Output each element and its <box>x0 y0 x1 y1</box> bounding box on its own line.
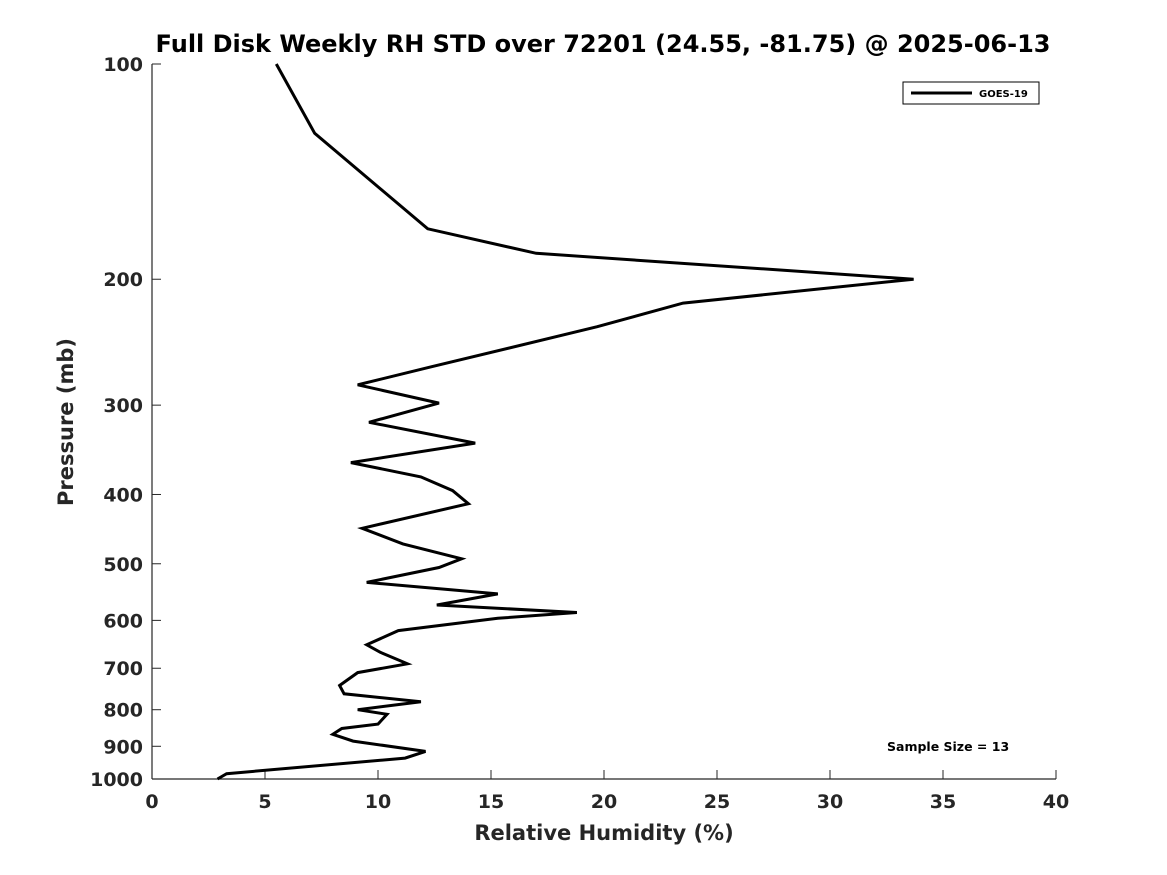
y-tick-label: 700 <box>103 658 143 680</box>
x-tick-label: 40 <box>1043 791 1069 813</box>
y-tick-label: 400 <box>103 484 143 506</box>
y-tick-label: 900 <box>103 736 143 758</box>
x-tick-label: 15 <box>478 791 504 813</box>
y-tick-label: 300 <box>103 395 143 417</box>
y-tick-label: 500 <box>103 554 143 576</box>
y-tick-label: 200 <box>103 269 143 291</box>
y-tick-label: 1000 <box>90 769 143 791</box>
x-tick-label: 35 <box>930 791 956 813</box>
x-tick-label: 30 <box>817 791 843 813</box>
sample-size-annotation: Sample Size = 13 <box>887 739 1009 754</box>
axes <box>151 64 1056 780</box>
legend-label-goes-19: GOES-19 <box>979 89 1028 100</box>
series-line-goes-19 <box>216 63 914 781</box>
y-tick-label: 800 <box>103 700 143 722</box>
series-group <box>216 63 914 781</box>
x-tick-label: 25 <box>704 791 730 813</box>
x-axis-label: Relative Humidity (%) <box>474 821 733 845</box>
x-tick-label: 0 <box>145 791 158 813</box>
x-tick-label: 5 <box>258 791 271 813</box>
chart-title: Full Disk Weekly RH STD over 72201 (24.5… <box>156 30 1051 58</box>
y-tick-label: 600 <box>103 610 143 632</box>
y-axis-ticks: 100 200 300 400 500 600 700 800 900 1000 <box>90 54 161 791</box>
x-axis-ticks: 0 5 10 15 20 25 30 35 40 <box>145 770 1069 813</box>
legend: GOES-19 <box>902 81 1040 105</box>
x-tick-label: 10 <box>365 791 391 813</box>
y-axis-label: Pressure (mb) <box>54 338 78 506</box>
y-tick-label: 100 <box>103 54 143 76</box>
x-tick-label: 20 <box>591 791 617 813</box>
